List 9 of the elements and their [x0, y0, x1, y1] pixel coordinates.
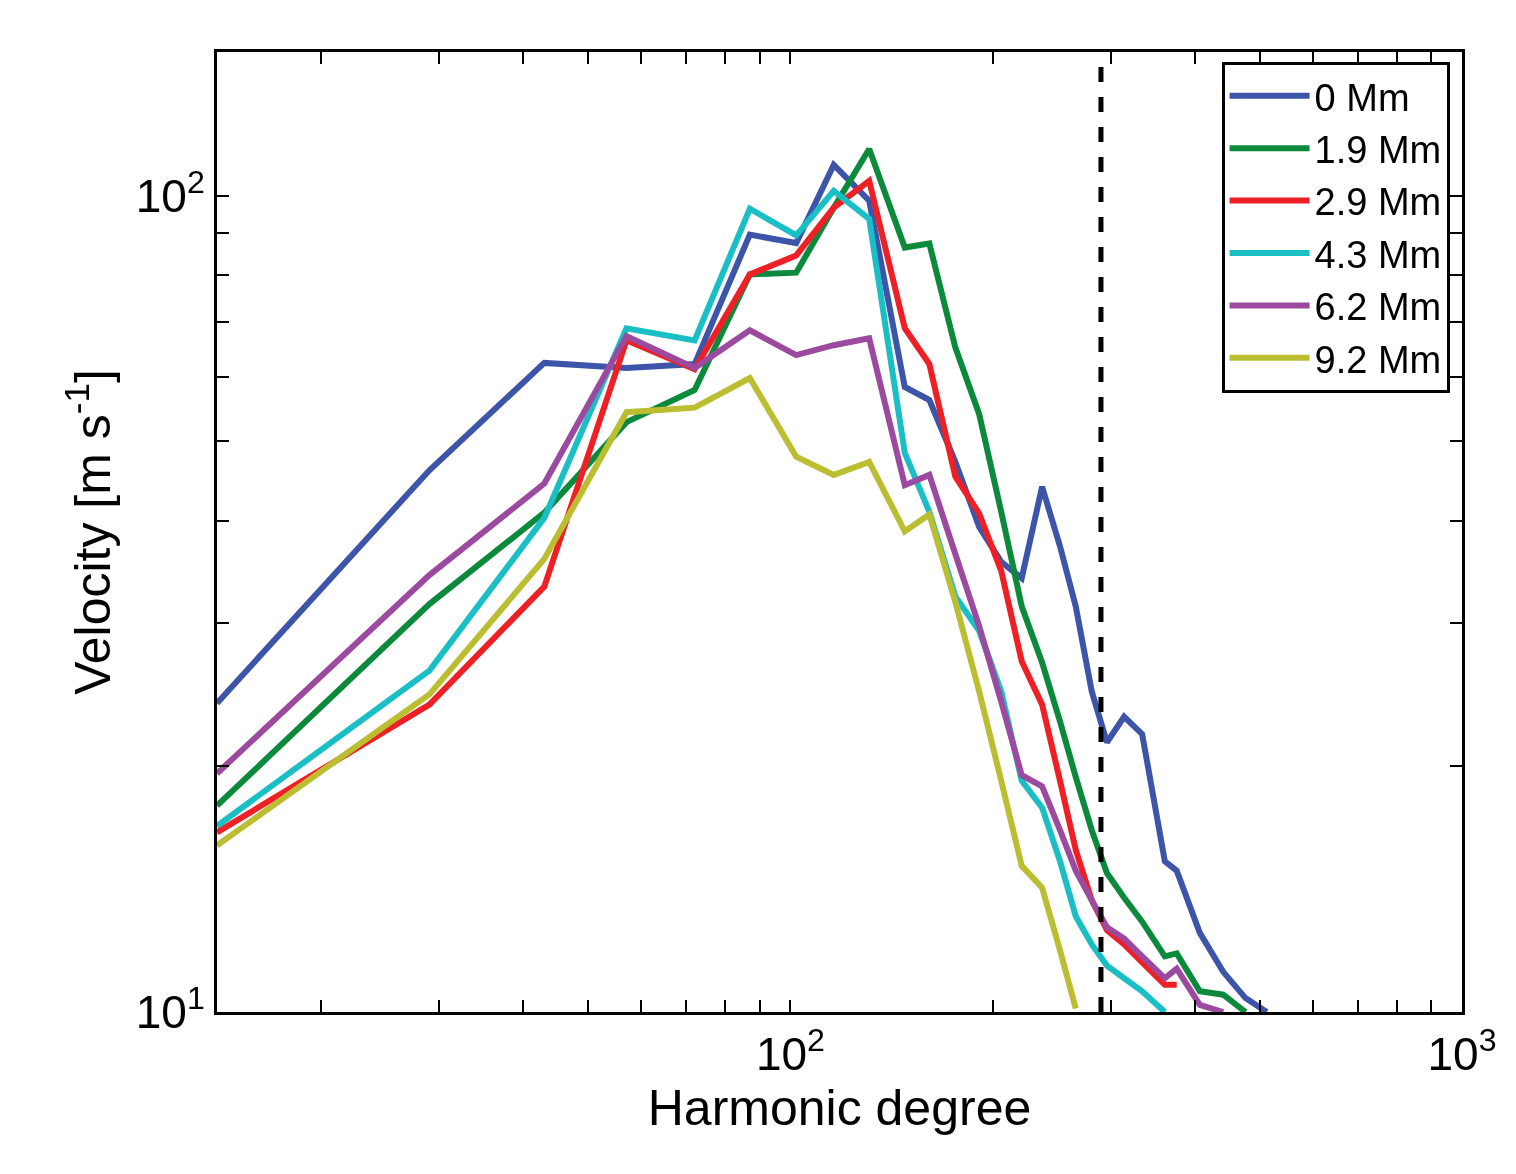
x-axis-title: Harmonic degree: [647, 1080, 1032, 1137]
legend-label: 2.9 Mm: [1314, 181, 1442, 224]
legend-label: 1.9 Mm: [1314, 129, 1442, 172]
legend-label: 9.2 Mm: [1314, 338, 1442, 381]
legend-label: 0 Mm: [1314, 76, 1410, 119]
x-tick-label: 10$^{3}$: [1427, 1021, 1497, 1081]
y-tick-label: 10$^{1}$: [135, 979, 205, 1039]
legend-label: 6.2 Mm: [1314, 286, 1442, 329]
legend-label: 4.3 Mm: [1314, 233, 1442, 276]
